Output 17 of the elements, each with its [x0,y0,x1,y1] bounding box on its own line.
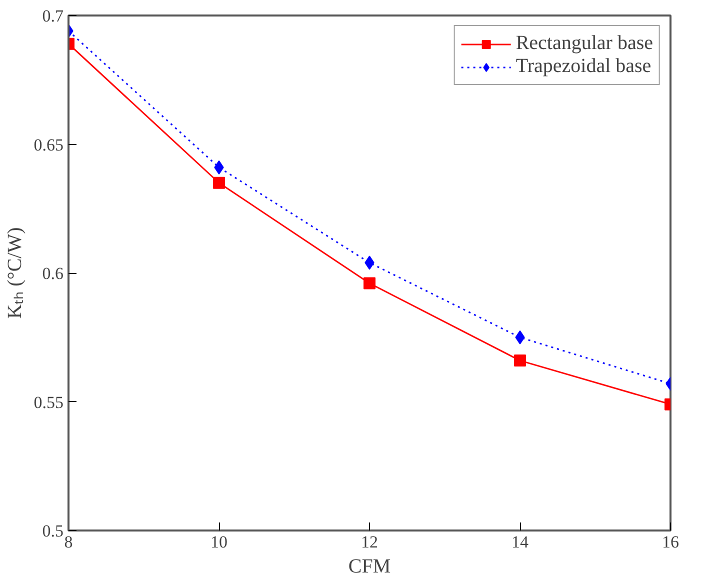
y-tick-label: 0.6 [42,264,64,283]
x-tick-label: 14 [512,532,529,552]
point [364,277,376,290]
point [213,176,225,189]
legend-label: Rectangular base [516,32,653,55]
legend-label: Trapezoidal base [516,55,652,78]
y-tick-label: 0.55 [34,392,64,412]
point [514,354,526,367]
y-tick-label: 0.65 [34,135,64,154]
y-axis-title: Kₜₕ (°C/W) [4,227,26,319]
x-tick-label: 10 [210,532,228,552]
y-tick-label: 0.7 [42,6,64,26]
x-tick-label: 8 [64,532,73,552]
y-tick-label: 0.5 [42,522,64,540]
x-tick-label: 16 [662,532,679,552]
x-tick-label: 12 [361,532,378,552]
x-axis-title: CFM [348,556,391,578]
